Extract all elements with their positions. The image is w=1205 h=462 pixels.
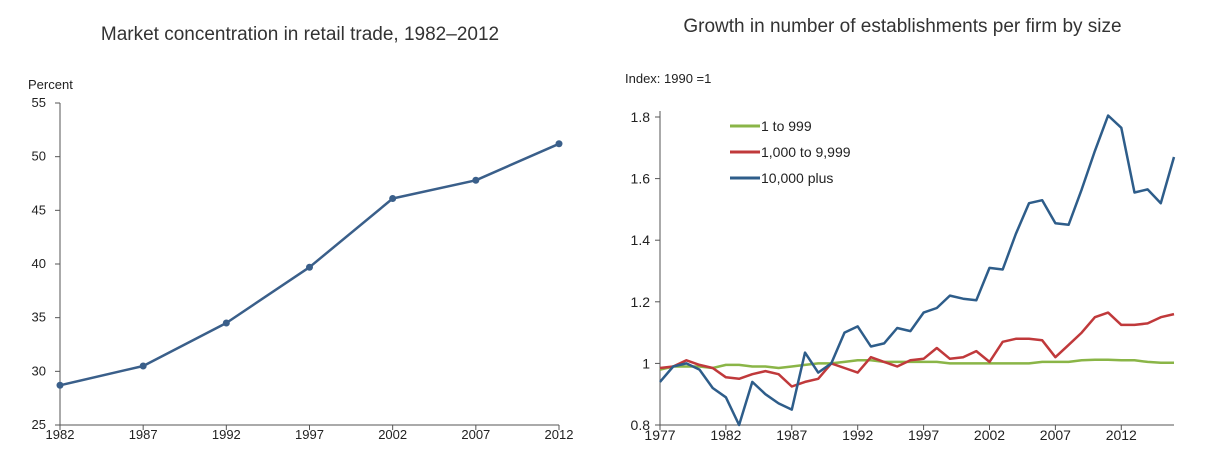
x-tick-label: 1982 <box>46 427 75 442</box>
y-tick-label: 25 <box>32 417 46 432</box>
x-tick-label: 1977 <box>644 427 675 443</box>
series-line-2 <box>659 114 1176 427</box>
market-concentration-plot: Percent 25 30 35 40 45 50 55 1982 1987 1992 1997 200… <box>28 77 574 442</box>
x-tick-label: 2012 <box>545 427 574 442</box>
y-axis-label: Index: 1990 =1 <box>625 71 711 86</box>
x-tick-label: 1982 <box>710 427 741 443</box>
data-point <box>555 140 563 148</box>
series-line-0 <box>659 358 1174 371</box>
x-tick-label: 1992 <box>212 427 241 442</box>
legend-label: 1,000 to 9,999 <box>761 144 851 160</box>
x-tick-label: 1997 <box>295 427 324 442</box>
x-tick-label: 1992 <box>842 427 873 443</box>
y-tick-label: 1.8 <box>631 109 651 125</box>
legend-label: 1 to 999 <box>761 118 812 134</box>
data-point <box>139 362 147 370</box>
y-tick-label: 30 <box>32 363 46 378</box>
establishments-growth-chart: Growth in number of establishments per f… <box>600 0 1205 462</box>
data-point <box>222 319 230 327</box>
y-tick-label: 1 <box>642 355 650 371</box>
data-point <box>306 263 313 271</box>
y-tick-label: 45 <box>32 202 46 217</box>
x-tick-label: 2002 <box>974 427 1005 443</box>
x-tick-label: 1987 <box>129 427 158 442</box>
x-tick-label: 1987 <box>776 427 807 443</box>
y-tick-label: 1.6 <box>631 171 651 187</box>
y-tick-label: 0.8 <box>631 417 651 433</box>
y-tick-label: 1.2 <box>631 294 651 310</box>
data-point <box>56 381 64 389</box>
x-tick-label: 2002 <box>378 427 407 442</box>
chart-title: Market concentration in retail trade, 19… <box>100 24 500 45</box>
data-point <box>389 195 397 203</box>
data-point <box>472 176 480 184</box>
legend-label: 10,000 plus <box>761 170 833 186</box>
y-tick-label: 55 <box>32 95 46 110</box>
y-axis-label: Percent <box>28 77 73 92</box>
x-tick-label: 2012 <box>1106 427 1137 443</box>
y-tick-label: 50 <box>32 149 46 164</box>
series-line-1 <box>659 311 1175 388</box>
x-tick-label: 1997 <box>908 427 939 443</box>
y-tick-label: 1.4 <box>631 232 651 248</box>
y-tick-label: 40 <box>32 256 46 271</box>
x-tick-label: 2007 <box>461 427 490 442</box>
market-concentration-chart: Market concentration in retail trade, 19… <box>0 0 600 462</box>
x-tick-label: 2007 <box>1040 427 1071 443</box>
chart-title: Growth in number of establishments per f… <box>683 16 1122 37</box>
y-tick-label: 35 <box>32 310 46 325</box>
establishments-growth-plot: Index: 1990 =1 0.8 1 1.2 1.4 1.6 1.8 1977 1982 19… <box>625 71 1176 443</box>
